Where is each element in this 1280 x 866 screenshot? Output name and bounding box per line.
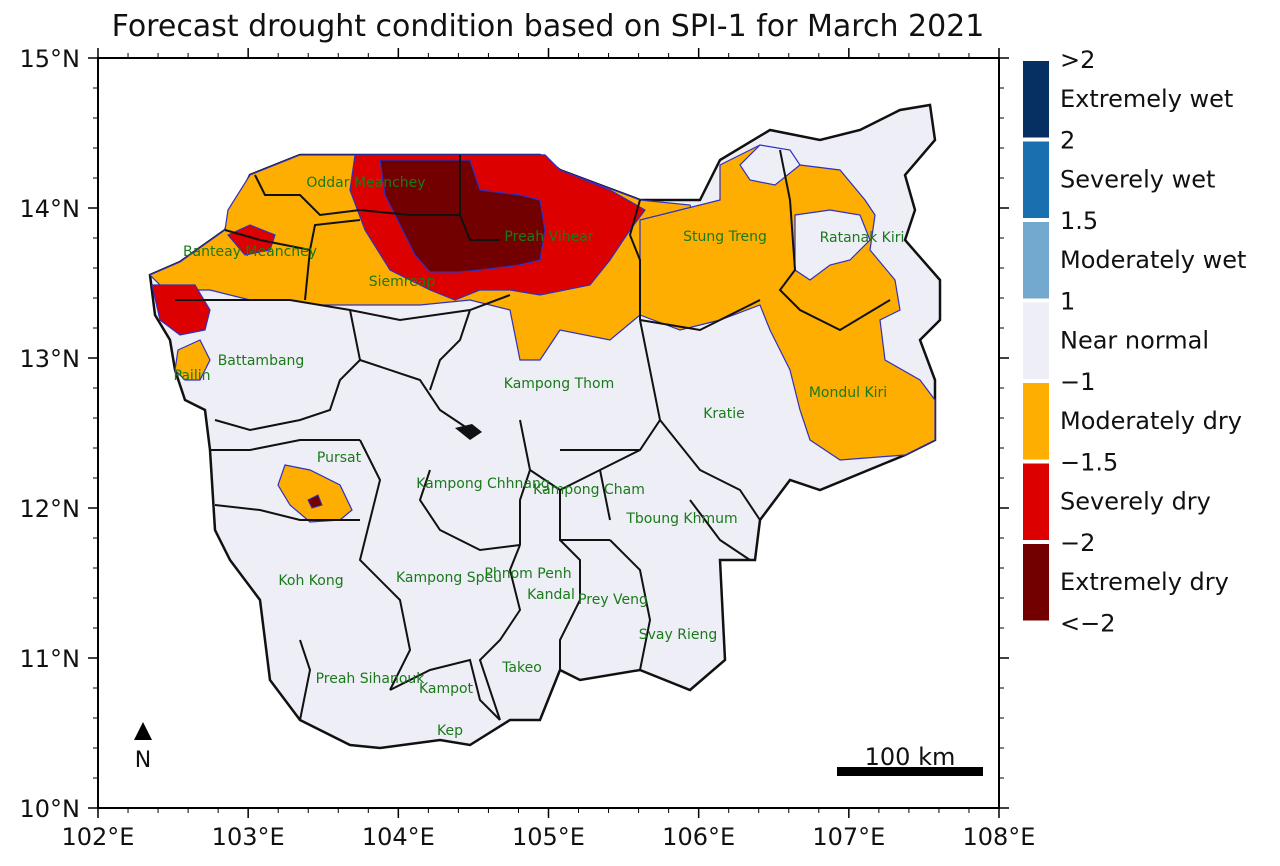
y-tick-label: 12°N (20, 495, 81, 523)
region-moderately-dry-pailin (174, 339, 211, 381)
legend-boundary-label: −1 (1060, 368, 1095, 396)
region-severely-dry-west (151, 284, 211, 336)
province-label: Battambang (218, 353, 305, 369)
legend-swatch (1023, 302, 1049, 379)
province-label: Siemreap (369, 274, 436, 290)
legend-class-label: Near normal (1060, 327, 1209, 355)
y-tick-label: 15°N (20, 45, 81, 73)
legend-class-labels: Extremely wet Severely wet Moderately we… (1060, 85, 1246, 596)
y-tick-label: 13°N (20, 345, 81, 373)
scale-bar-label: 100 km (865, 743, 956, 771)
province-label: Mondul Kiri (809, 385, 887, 401)
scale-bar: 100 km (837, 743, 983, 776)
province-label: Kratie (703, 406, 745, 422)
legend-swatch (1023, 463, 1049, 540)
province-label: Prey Veng (578, 592, 648, 608)
x-tick-label: 105°E (512, 823, 585, 851)
province-label: Pailin (174, 368, 211, 384)
legend-boundary-label: <−2 (1060, 610, 1116, 638)
legend-class-label: Extremely dry (1060, 568, 1229, 596)
legend-swatch (1023, 383, 1049, 460)
legend: >2 2 1.5 1 −1 −1.5 −2 <−2 Extremely wet … (1023, 46, 1246, 638)
legend-boundary-label: 2 (1060, 127, 1075, 155)
north-arrow: N (134, 722, 152, 773)
legend-boundary-label: 1.5 (1060, 207, 1098, 235)
province-label: Kandal (527, 587, 575, 603)
legend-boundary-labels: >2 2 1.5 1 −1 −1.5 −2 <−2 (1060, 46, 1118, 638)
tonle-sap-lake (455, 424, 482, 440)
x-tick-label: 102°E (62, 823, 135, 851)
legend-swatch (1023, 61, 1049, 138)
province-label: Preah Sihanouk (316, 671, 426, 687)
province-label: Kampong Speu (396, 570, 502, 586)
x-tick-label: 106°E (662, 823, 735, 851)
province-label: Kampot (419, 681, 474, 697)
north-arrow-icon (134, 722, 152, 740)
y-tick-label: 14°N (20, 195, 81, 223)
legend-class-label: Moderately dry (1060, 407, 1242, 435)
legend-boundary-label: 1 (1060, 288, 1075, 316)
province-label: Preah Vihear (504, 229, 593, 245)
x-tick-label: 107°E (812, 823, 885, 851)
legend-swatch (1023, 544, 1049, 621)
province-labels: Oddar Meanchey Banteay Meanchey Siemreap… (174, 175, 905, 739)
legend-class-label: Extremely wet (1060, 85, 1233, 113)
legend-swatch (1023, 141, 1049, 218)
legend-swatches (1023, 61, 1049, 621)
province-label: Kampong Thom (504, 376, 614, 392)
y-tick-label: 10°N (20, 795, 81, 823)
legend-class-label: Severely wet (1060, 166, 1215, 194)
map-title: Forecast drought condition based on SPI-… (112, 9, 985, 44)
north-arrow-label: N (135, 748, 151, 773)
region-near-normal-ratanakiri (794, 209, 871, 281)
province-label: Stung Treng (683, 229, 767, 245)
y-tick-label: 11°N (20, 645, 81, 673)
province-boundaries (175, 149, 891, 721)
province-label: Oddar Meanchey (306, 175, 425, 191)
province-label: Kampong Cham (533, 482, 645, 498)
province-label: Koh Kong (278, 573, 343, 589)
province-label: Svay Rieng (639, 627, 717, 643)
legend-swatch (1023, 222, 1049, 299)
x-tick-label: 103°E (212, 823, 285, 851)
axis-tick-labels: 102°E 103°E 104°E 105°E 106°E 107°E 108°… (20, 45, 1036, 851)
province-label: Ratanak Kiri (820, 230, 905, 246)
province-label: Takeo (501, 660, 542, 676)
axis-ticks (88, 48, 1009, 818)
x-tick-label: 108°E (963, 823, 1036, 851)
region-extremely-dry-pursat-spot (307, 494, 323, 509)
province-label: Phnom Penh (484, 566, 571, 582)
legend-boundary-label: >2 (1060, 46, 1095, 74)
region-extremely-dry-north (379, 159, 546, 273)
legend-class-label: Moderately wet (1060, 246, 1246, 274)
x-tick-label: 104°E (362, 823, 435, 851)
province-label: Kampong Chhnang (416, 476, 550, 492)
province-label: Kep (437, 723, 463, 739)
province-label: Banteay Meanchey (183, 244, 317, 260)
legend-class-label: Severely dry (1060, 488, 1211, 516)
province-label: Tboung Khmum (625, 511, 737, 527)
scale-bar-line (837, 767, 983, 776)
province-label: Pursat (317, 450, 362, 466)
legend-boundary-label: −2 (1060, 529, 1095, 557)
legend-boundary-label: −1.5 (1060, 449, 1118, 477)
